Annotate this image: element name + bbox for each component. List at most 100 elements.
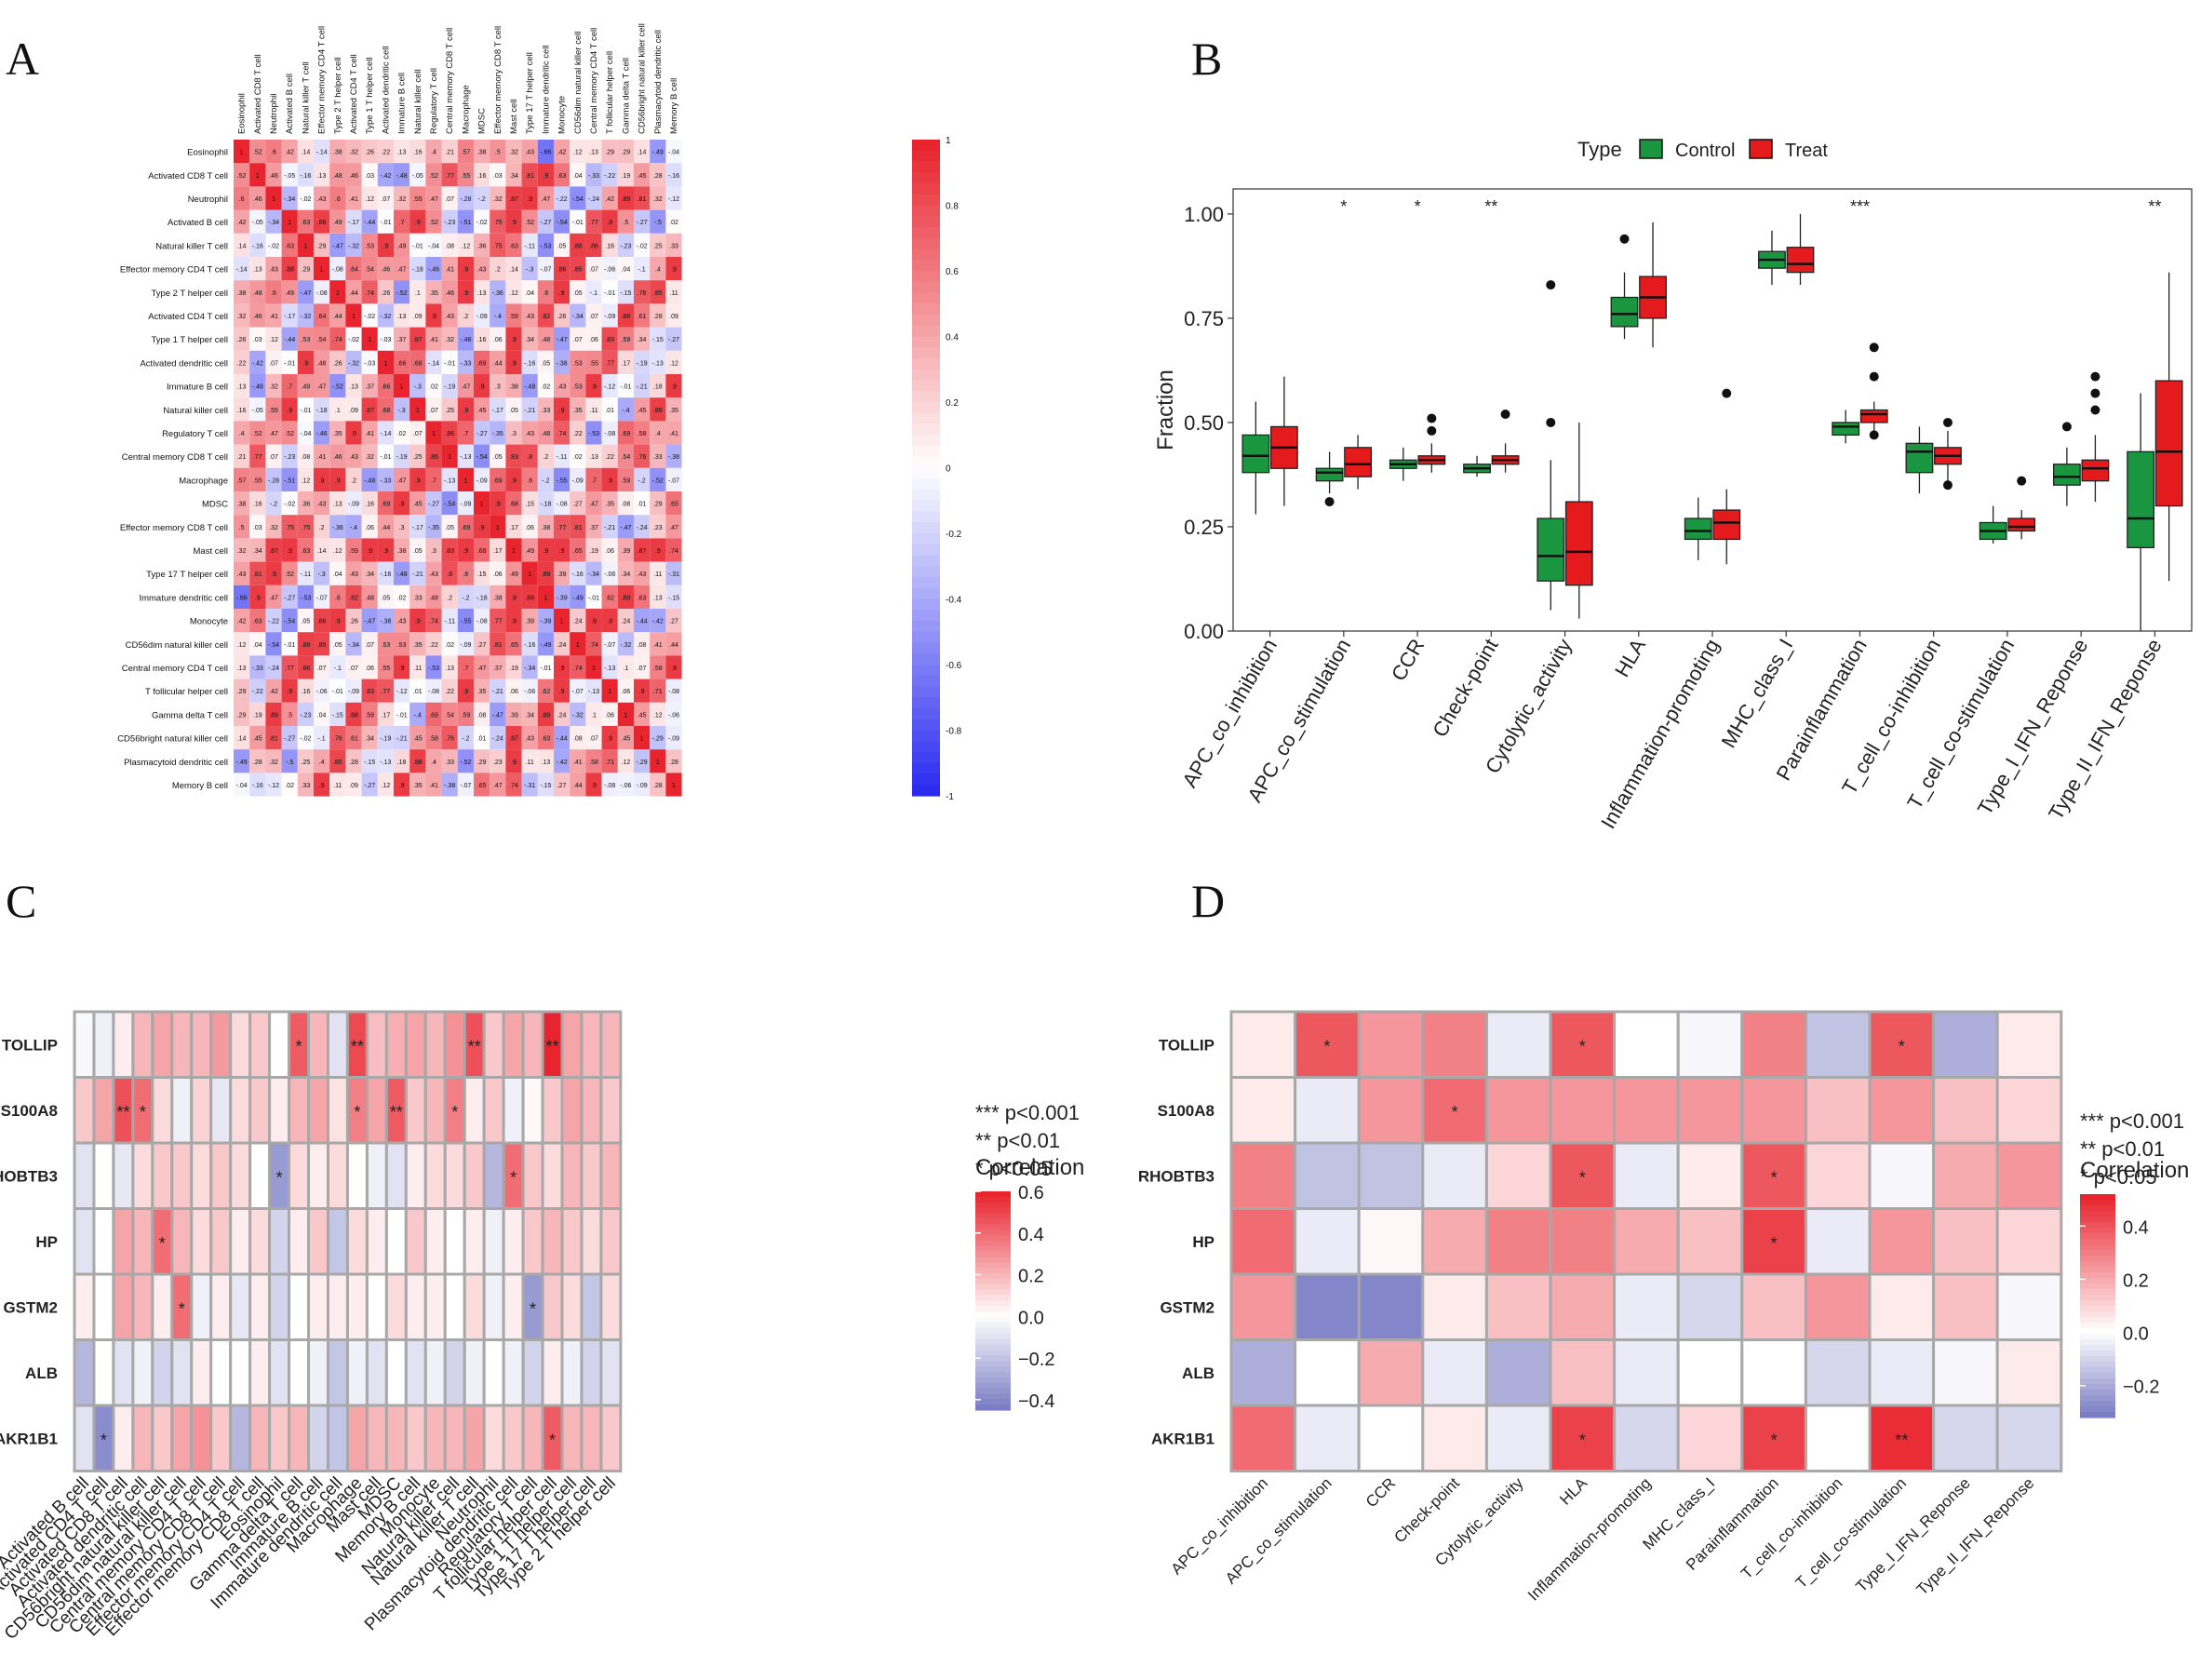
corr-cell — [425, 726, 442, 750]
corr-value: -.51 — [460, 220, 471, 226]
corr-cell — [297, 467, 314, 491]
corr-value: .16 — [237, 408, 247, 414]
corr-value: .63 — [285, 243, 294, 249]
colorbar-segment — [912, 752, 940, 764]
corr-value: -.3 — [398, 408, 406, 414]
corr-cell — [457, 327, 474, 351]
corr-cell — [585, 209, 602, 234]
corr-cell — [425, 163, 442, 187]
row-label: Activated CD8 T cell — [148, 171, 228, 181]
corr-cell — [249, 350, 266, 374]
corr-value: -.05 — [412, 173, 423, 180]
corr-value: .81 — [493, 642, 503, 649]
heat-cell — [1804, 1207, 1872, 1276]
corr-value: -.4 — [350, 525, 357, 531]
heat-cell — [502, 1404, 525, 1472]
heat-cell — [1804, 1141, 1872, 1210]
corr-cell — [537, 350, 554, 374]
corr-value: .9 — [319, 783, 325, 789]
corr-cell — [665, 140, 682, 164]
corr-cell — [425, 421, 442, 445]
corr-cell — [345, 773, 362, 797]
corr-value: .03 — [365, 173, 374, 180]
row-label: Central memory CD4 T cell — [122, 664, 228, 674]
corr-cell — [441, 679, 458, 703]
colorbar-segment — [2080, 1395, 2115, 1402]
corr-cell — [361, 655, 378, 679]
corr-cell — [665, 257, 682, 281]
corr-cell — [601, 209, 618, 234]
heat-cell — [92, 1207, 115, 1276]
corr-cell — [490, 374, 506, 398]
corr-value: .42 — [285, 150, 294, 156]
box — [2127, 450, 2155, 549]
corr-cell — [361, 140, 378, 164]
corr-cell — [425, 209, 442, 234]
corr-value: .16 — [413, 150, 423, 156]
heat-cell — [209, 1141, 233, 1210]
heat-cell — [209, 1010, 233, 1079]
colorbar-segment — [912, 271, 940, 283]
colorbar-segment — [2080, 1194, 2115, 1201]
row-label: ALB — [25, 1364, 58, 1382]
corr-value: .9 — [559, 408, 565, 414]
row-label: Natural killer T cell — [155, 241, 228, 251]
row-label: CD56bright natural killer cell — [117, 734, 228, 745]
heat-cell — [151, 1272, 174, 1341]
corr-cell — [665, 726, 682, 750]
heat-cell — [268, 1404, 291, 1472]
corr-cell — [617, 632, 634, 656]
corr-value: .76 — [637, 290, 647, 297]
corr-cell — [329, 233, 346, 257]
colorbar-segment — [912, 708, 940, 720]
corr-cell — [394, 186, 410, 210]
corr-cell — [425, 749, 442, 773]
colorbar-segment — [2080, 1200, 2115, 1206]
colorbar-segment — [912, 172, 940, 184]
corr-value: .7 — [399, 220, 405, 226]
corr-cell — [361, 585, 378, 609]
corr-cell — [345, 209, 362, 234]
corr-value: .65 — [509, 642, 518, 649]
corr-cell — [394, 561, 410, 585]
corr-value: .85 — [317, 642, 327, 649]
corr-value: .42 — [269, 689, 278, 695]
heat-cell — [131, 1207, 154, 1276]
heat-cell — [1484, 1010, 1552, 1079]
corr-value: .11 — [653, 571, 662, 578]
corr-value: .13 — [542, 759, 551, 766]
heat-cell — [521, 1141, 544, 1210]
colorbar-segment — [2080, 1323, 2115, 1329]
corr-value: .09 — [669, 314, 678, 320]
corr-value: .06 — [622, 689, 631, 695]
corr-cell — [234, 749, 250, 773]
corr-cell — [234, 374, 250, 398]
corr-value: .35 — [573, 408, 583, 414]
heat-cell — [521, 1338, 544, 1407]
colorbar-segment — [975, 1196, 1011, 1203]
corr-cell — [570, 561, 586, 585]
corr-cell — [617, 280, 634, 304]
corr-cell — [554, 140, 570, 164]
colorbar-segment — [912, 467, 940, 479]
corr-cell — [537, 726, 554, 750]
corr-cell — [570, 397, 586, 422]
corr-cell — [474, 209, 490, 234]
corr-value: .09 — [349, 408, 358, 414]
corr-value: .74 — [669, 548, 678, 555]
corr-cell — [585, 233, 602, 257]
corr-value: .9 — [511, 477, 517, 484]
colorbar-segment — [2080, 1367, 2115, 1374]
corr-value: -.01 — [396, 712, 408, 719]
heat-cell — [541, 1272, 564, 1341]
corr-cell — [537, 679, 554, 703]
corr-value: .83 — [605, 337, 614, 343]
corr-value: .32 — [349, 150, 358, 156]
row-label: Monocyte — [190, 617, 228, 627]
colorbar-segment — [912, 730, 940, 742]
corr-cell — [570, 444, 586, 468]
heat-cell — [443, 1338, 466, 1407]
corr-cell — [457, 186, 474, 210]
outlier-point — [1427, 413, 1437, 423]
significance-star: * — [1452, 1103, 1458, 1122]
